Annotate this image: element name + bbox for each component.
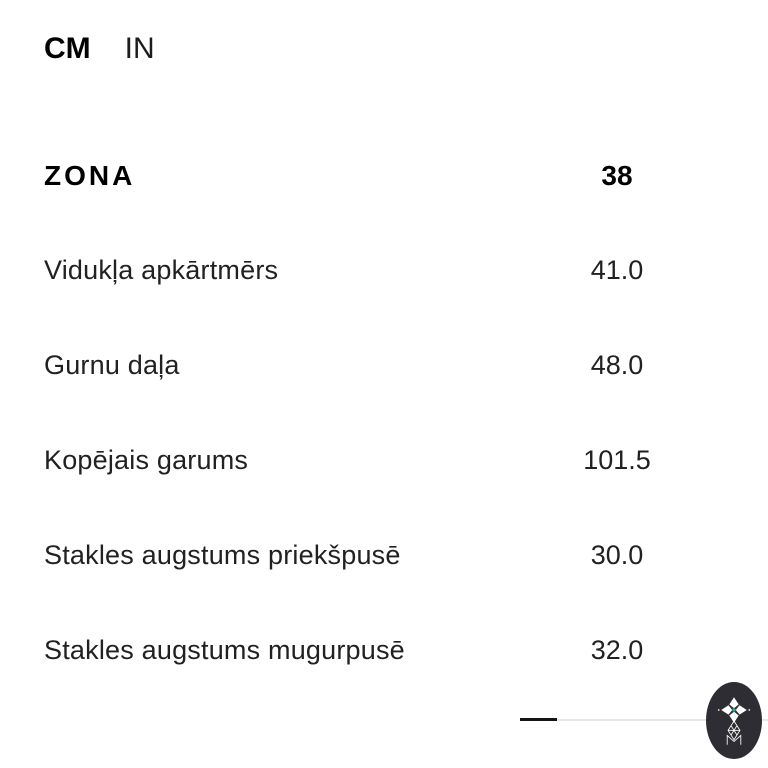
measurement-value: 41.0 [590, 255, 644, 285]
size-column-header: 38 [601, 159, 633, 191]
measurement-value: 48.0 [590, 350, 644, 380]
size-table: ZONA 38 Vidukļa apkārtmērs 41.0 Gurnu da… [0, 128, 768, 698]
table-row: Stakles augstums mugurpusē 32.0 [0, 603, 768, 698]
measurement-label: Kopējais garums [44, 445, 249, 475]
measurement-value: 32.0 [590, 635, 644, 665]
unit-toggle: CM IN [44, 34, 155, 64]
unit-in-tab[interactable]: IN [124, 32, 155, 65]
table-row: Vidukļa apkārtmērs 41.0 [0, 223, 768, 318]
table-row: Stakles augstums priekšpusē 30.0 [0, 508, 768, 603]
chat-widget-button[interactable] [706, 682, 762, 759]
brand-emblem-icon [717, 695, 751, 747]
table-row: Kopējais garums 101.5 [0, 413, 768, 508]
horizontal-scrollbar-thumb[interactable] [520, 718, 557, 721]
measurement-value: 30.0 [590, 540, 644, 570]
measurement-label: Gurnu daļa [44, 350, 180, 380]
table-row: Gurnu daļa 48.0 [0, 318, 768, 413]
measurement-value: 101.5 [583, 445, 651, 475]
horizontal-scrollbar-track[interactable] [520, 719, 768, 721]
size-table-header-row: ZONA 38 [0, 128, 768, 223]
unit-cm-tab[interactable]: CM [44, 32, 91, 65]
measurement-label: Stakles augstums priekšpusē [44, 540, 401, 570]
measurement-label: Vidukļa apkārtmērs [44, 255, 279, 285]
measurement-label: Stakles augstums mugurpusē [44, 635, 405, 665]
zone-column-header: ZONA [44, 159, 136, 191]
